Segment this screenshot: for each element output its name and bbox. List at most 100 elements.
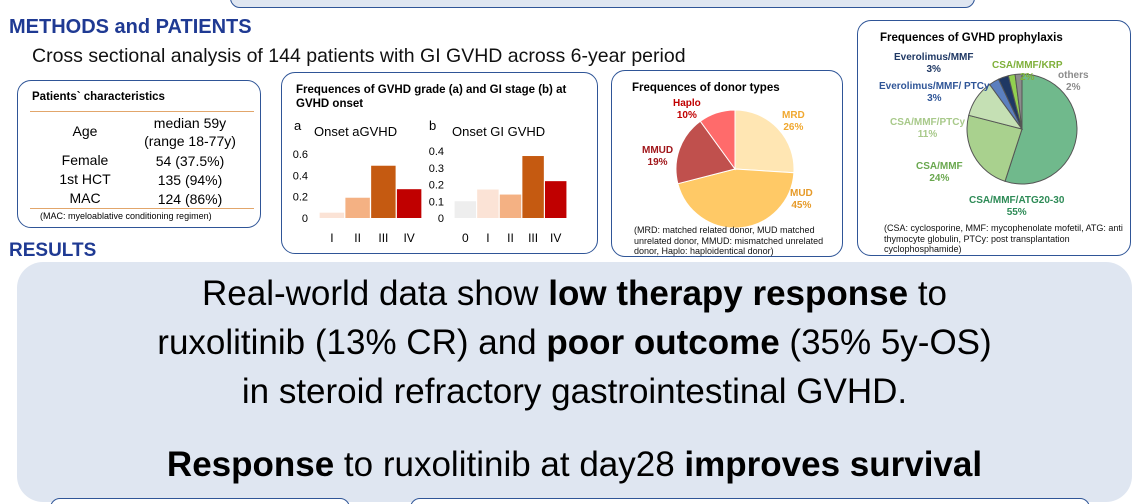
results-line-1: Real-world data show low therapy respons…: [17, 274, 1132, 314]
donor-note: (MRD: matched related donor, MUD matched…: [634, 225, 824, 256]
panel-letter-b: b: [429, 118, 436, 133]
bottom-left-frame: [50, 498, 350, 504]
gvhd-grade-title: Frequences of GVHD grade (a) and GI stag…: [296, 84, 567, 110]
chart-title-b: Onset GI GVHD: [452, 124, 545, 139]
pie-label-mrd: MRD 26%: [782, 110, 805, 134]
y-tick-label-a: 0.4: [293, 170, 308, 182]
characteristics-title: Patients` characteristics: [32, 91, 165, 103]
row-label: 1st HCT: [59, 171, 111, 187]
bar-b-II: [499, 194, 522, 218]
results-emphasis: poor outcome: [546, 323, 780, 362]
x-tick-label-a: I: [330, 231, 333, 245]
bottom-right-frame: [410, 498, 1090, 504]
chart-title-a: Onset aGVHD: [314, 124, 397, 139]
row-value: 135 (94%): [157, 172, 223, 188]
y-tick-label-a: 0.2: [293, 192, 308, 204]
x-tick-label-a: III: [378, 231, 388, 245]
bar-b-IV: [544, 181, 567, 218]
y-tick-label-a: 0: [302, 213, 308, 225]
y-tick-label-b: 0.4: [429, 146, 444, 158]
pie-label-mmud: MMUD 19%: [642, 145, 673, 169]
prophylaxis-pie-chart: [966, 73, 1078, 185]
pie-label-mud: MUD 45%: [790, 188, 813, 212]
row-label: Age: [72, 123, 98, 139]
pie-label-everolimus-ptcy: Everolimus/MMF/ PTCy 3%: [879, 81, 990, 105]
pie-label-csa-mmf-ptcy: CSA/MMF/PTCy 11%: [890, 117, 965, 141]
y-tick-label-b: 0.2: [429, 180, 444, 192]
x-tick-label-b: IV: [550, 231, 561, 245]
x-tick-label-b: 0: [462, 231, 469, 245]
table-row-first-hct: 1st HCT 135 (94%): [30, 171, 254, 189]
pie-label-csa-mmf-atg-pct: 55%: [1006, 207, 1027, 218]
x-tick-label-a: II: [354, 231, 361, 245]
pie-label-everolimus-ptcy-name: Everolimus/MMF/ PTCy: [879, 81, 990, 92]
donor-slice-1: [677, 168, 795, 229]
results-line-3: in steroid refractory gastrointestinal G…: [241, 372, 908, 411]
pie-label-csa-mmf-krp: CSA/MMF/KRP 2%: [992, 60, 1063, 84]
x-tick-label-b: I: [486, 231, 489, 245]
bar-a-II: [345, 197, 370, 218]
characteristics-note: (MAC: myeloablative conditioning regimen…: [40, 211, 212, 221]
results-text: (35% 5y-OS): [779, 323, 992, 362]
results-emphasis: low therapy response: [548, 274, 909, 313]
table-top-rule: [30, 111, 254, 112]
results-emphasis: improves survival: [684, 445, 983, 484]
bar-a-I: [319, 212, 345, 218]
prophylaxis-panel: Frequences of GVHD prophylaxis CSA/MMF/A…: [857, 20, 1131, 256]
y-tick-label-a: 0.6: [293, 149, 308, 161]
prophylaxis-title: Frequences of GVHD prophylaxis: [880, 32, 1063, 44]
results-text: to ruxolitinib at day28: [334, 445, 685, 484]
pie-label-others: others 2%: [1058, 70, 1089, 94]
row-value: median 59y: [153, 115, 227, 131]
pie-label-haplo-name: Haplo: [673, 98, 701, 109]
panel-letter-a: a: [294, 118, 302, 133]
bar-a-III: [371, 165, 396, 218]
pie-label-mrd-name: MRD: [782, 110, 805, 121]
results-heading: RESULTS: [9, 240, 97, 261]
pie-label-csa-mmf-krp-pct: 2%: [1020, 72, 1035, 83]
donor-pie-chart: [675, 109, 795, 229]
y-tick-label-b: 0: [438, 213, 444, 225]
pie-label-mud-name: MUD: [790, 188, 813, 199]
results-emphasis: Response: [166, 445, 335, 484]
pie-label-csa-mmf-name: CSA/MMF: [916, 161, 963, 172]
pie-label-csa-mmf-atg-name: CSA/MMF/ATG20-30: [969, 195, 1065, 206]
bar-a-IV: [396, 189, 422, 218]
bar-b-0: [454, 201, 477, 218]
donor-types-title: Frequences of donor types: [632, 82, 780, 94]
table-row-female: Female 54 (37.5%): [30, 152, 254, 170]
pie-label-csa-mmf-krp-name: CSA/MMF/KRP: [992, 60, 1063, 71]
pie-label-csa-mmf-pct: 24%: [929, 173, 950, 184]
donor-slice-3: [699, 109, 736, 171]
pie-label-mmud-name: MMUD: [642, 145, 674, 156]
proph-slice-6: [1014, 73, 1023, 130]
pie-label-csa-mmf-ptcy-pct: 11%: [917, 129, 938, 140]
bar-b-III: [522, 156, 544, 218]
pie-label-csa-mmf-ptcy-name: CSA/MMF/PTCy: [890, 117, 965, 128]
x-tick-label-b: III: [528, 231, 538, 245]
donor-slice-2: [675, 120, 736, 185]
bar-b-I: [477, 189, 499, 218]
row-value: 124 (86%): [157, 191, 223, 207]
pie-label-csa-mmf: CSA/MMF 24%: [916, 161, 963, 185]
x-tick-label-b: II: [507, 231, 514, 245]
pie-label-everolimus: Everolimus/MMF 3%: [894, 52, 973, 76]
gvhd-grade-panel: Frequences of GVHD grade (a) and GI stag…: [281, 72, 598, 254]
proph-slice-1: [966, 114, 1023, 182]
pie-label-csa-mmf-atg: CSA/MMF/ATG20-30 55%: [969, 195, 1064, 219]
results-line-2: ruxolitinib (13% CR) and poor outcome (3…: [17, 323, 1132, 363]
pie-label-haplo: Haplo 10%: [673, 98, 701, 122]
table-bottom-rule: [30, 208, 254, 209]
prophylaxis-note: (CSA: cyclosporine, MMF: mycophenolate m…: [884, 223, 1123, 254]
row-label: Female: [61, 152, 109, 168]
characteristics-panel: Patients` characteristics Age median 59y…: [17, 80, 261, 228]
row-value: 54 (37.5%): [155, 153, 225, 169]
pie-label-everolimus-name: Everolimus/MMF: [894, 52, 974, 63]
top-section-frame: [230, 0, 975, 8]
pie-label-others-pct: 2%: [1066, 82, 1081, 93]
results-text: Real-world data show: [201, 274, 549, 313]
pie-label-haplo-pct: 10%: [676, 110, 697, 121]
pie-label-everolimus-ptcy-pct: 3%: [927, 93, 942, 104]
row-label: MAC: [69, 190, 101, 206]
x-tick-label-a: IV: [403, 231, 414, 245]
